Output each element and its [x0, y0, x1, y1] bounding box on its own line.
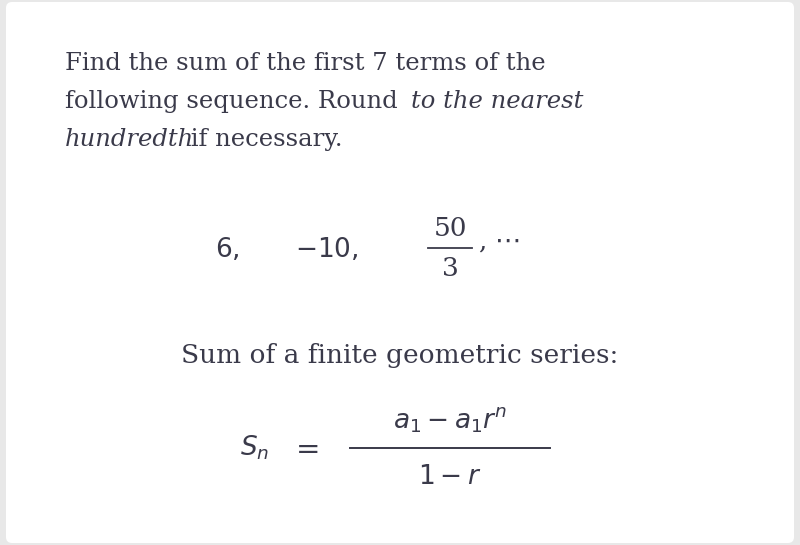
Text: hundredth: hundredth	[65, 128, 194, 151]
Text: , $\cdots$: , $\cdots$	[478, 229, 520, 255]
Text: following sequence. Round: following sequence. Round	[65, 90, 406, 113]
Text: $S_n$: $S_n$	[240, 434, 270, 462]
Text: $6,$: $6,$	[215, 234, 240, 262]
Text: 50: 50	[434, 215, 466, 240]
Text: $1 - r$: $1 - r$	[418, 463, 482, 488]
Text: $=$: $=$	[290, 434, 319, 462]
Text: Find the sum of the first 7 terms of the: Find the sum of the first 7 terms of the	[65, 52, 546, 75]
FancyBboxPatch shape	[6, 2, 794, 543]
Text: $a_1 - a_1r^n$: $a_1 - a_1r^n$	[393, 405, 507, 435]
Text: $-10,$: $-10,$	[295, 234, 358, 262]
Text: to the nearest: to the nearest	[411, 90, 583, 113]
Text: if necessary.: if necessary.	[183, 128, 342, 151]
Text: 3: 3	[442, 256, 458, 281]
Text: Sum of a finite geometric series:: Sum of a finite geometric series:	[182, 342, 618, 367]
